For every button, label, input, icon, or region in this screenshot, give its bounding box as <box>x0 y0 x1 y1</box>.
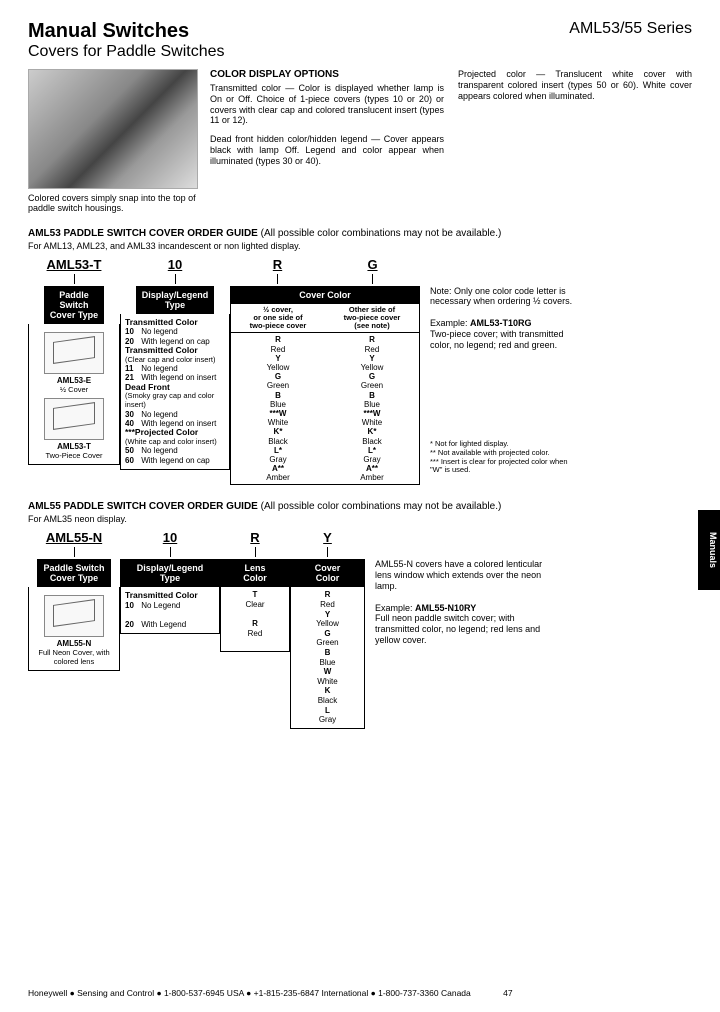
legend-type-list-53: Transmitted Color10 No legend20 With leg… <box>120 314 230 470</box>
col4-header-55: Cover Color <box>290 559 365 587</box>
footnotes-53: * Not for lighted display.** Not availab… <box>430 440 580 475</box>
note-55: AML55-N covers have a colored lenticular… <box>375 559 555 591</box>
col2-header-53: Display/Legend Type <box>136 286 215 314</box>
product-photo <box>28 69 198 189</box>
page-footer: Honeywell ● Sensing and Control ● 1-800-… <box>28 988 692 998</box>
guide55-sub: For AML35 neon display. <box>28 514 692 524</box>
col3-header-55: Lens Color <box>220 559 290 587</box>
cover-half-icon <box>44 332 104 374</box>
cover-color-list: RRedYYellowGGreenBBlueWWhiteKBlackLGray <box>290 587 365 728</box>
col3-header-53: Cover Color <box>230 286 420 304</box>
cover-two-piece-icon <box>44 398 104 440</box>
example-53: Example: AML53-T10RG Two-piece cover; wi… <box>430 318 580 350</box>
page-title: Manual Switches <box>28 20 225 43</box>
order-code-row-55: AML55-N 10 R Y <box>28 530 692 557</box>
photo-caption: Colored covers simply snap into the top … <box>28 193 198 214</box>
note-53: Note: Only one color code letter is nece… <box>430 286 580 308</box>
color-options-p3: Projected color — Translucent white cove… <box>458 69 692 101</box>
color-table-53: RRedYYellowGGreenBBlue***WWhiteK*BlackL*… <box>231 333 419 484</box>
page-subtitle: Covers for Paddle Switches <box>28 43 225 61</box>
col2-header-55: Display/Legend Type <box>120 559 220 587</box>
col1-header-53: Paddle Switch Cover Type <box>44 286 104 324</box>
cover-neon-icon <box>44 595 104 637</box>
example-55: Example: AML55-N10RY Full neon paddle sw… <box>375 603 555 646</box>
color-options-heading: COLOR DISPLAY OPTIONS <box>210 69 444 81</box>
series-label: AML53/55 Series <box>569 20 692 38</box>
color-options-p2: Dead front hidden color/hidden legend — … <box>210 134 444 166</box>
legend-type-list-55: Transmitted Color10 No Legend 20 With Le… <box>120 587 220 633</box>
side-tab: Manuals <box>698 510 720 590</box>
guide53-title: AML53 PADDLE SWITCH COVER ORDER GUIDE (A… <box>28 228 692 239</box>
col1-header-55: Paddle Switch Cover Type <box>37 559 110 587</box>
guide53-sub: For AML13, AML23, and AML33 incandescent… <box>28 241 692 251</box>
lens-color-list: TClearRRed <box>220 587 290 652</box>
guide55-title: AML55 PADDLE SWITCH COVER ORDER GUIDE (A… <box>28 501 692 512</box>
order-code-row-53: AML53-T 10 R G <box>28 257 692 284</box>
color-options-p1: Transmitted color — Color is displayed w… <box>210 83 444 126</box>
